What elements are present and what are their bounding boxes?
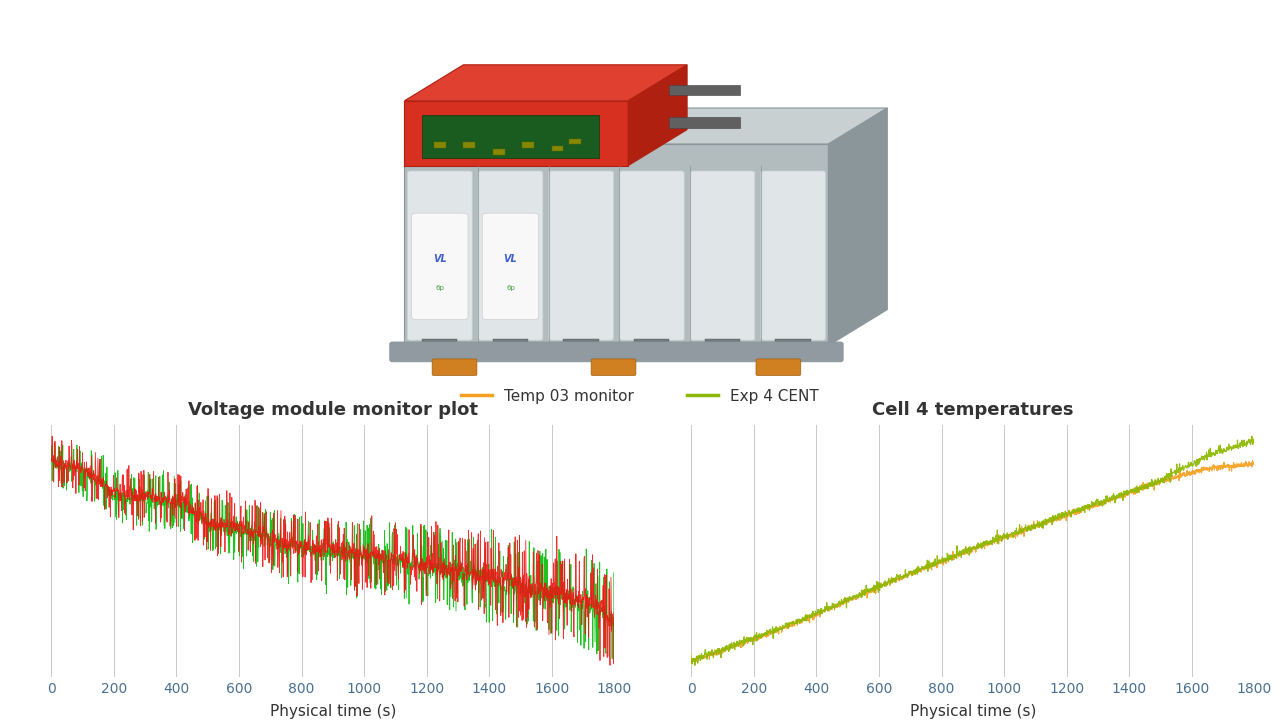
FancyBboxPatch shape (412, 213, 468, 320)
Text: 6p: 6p (435, 285, 444, 291)
FancyBboxPatch shape (634, 339, 669, 346)
FancyBboxPatch shape (669, 85, 740, 96)
Text: VL: VL (503, 254, 517, 264)
FancyBboxPatch shape (433, 359, 477, 376)
FancyBboxPatch shape (493, 339, 529, 346)
FancyBboxPatch shape (690, 171, 755, 341)
Bar (570, 138, 581, 144)
FancyBboxPatch shape (760, 171, 826, 341)
Bar (552, 145, 563, 151)
X-axis label: Physical time (s): Physical time (s) (910, 704, 1036, 719)
Title: Cell 4 temperatures: Cell 4 temperatures (872, 401, 1074, 419)
FancyBboxPatch shape (422, 115, 599, 158)
Polygon shape (404, 144, 828, 346)
Bar (522, 143, 534, 148)
FancyBboxPatch shape (705, 339, 740, 346)
Bar (463, 143, 475, 148)
Polygon shape (404, 108, 887, 144)
Title: Voltage module monitor plot: Voltage module monitor plot (188, 401, 477, 419)
FancyBboxPatch shape (549, 171, 613, 341)
Text: 6p: 6p (506, 285, 515, 291)
Legend: Temp 03 monitor, Exp 4 CENT: Temp 03 monitor, Exp 4 CENT (456, 382, 824, 410)
FancyBboxPatch shape (407, 171, 472, 341)
Bar (434, 143, 445, 148)
Polygon shape (404, 101, 628, 166)
FancyBboxPatch shape (591, 359, 636, 376)
FancyBboxPatch shape (776, 339, 810, 346)
FancyBboxPatch shape (620, 171, 684, 341)
FancyBboxPatch shape (389, 342, 844, 361)
Polygon shape (828, 108, 887, 346)
X-axis label: Physical time (s): Physical time (s) (270, 704, 396, 719)
FancyBboxPatch shape (483, 213, 539, 320)
Polygon shape (628, 65, 687, 166)
FancyBboxPatch shape (756, 359, 801, 376)
Text: VL: VL (433, 254, 447, 264)
Bar (493, 150, 504, 155)
FancyBboxPatch shape (479, 171, 543, 341)
FancyBboxPatch shape (563, 339, 599, 346)
FancyBboxPatch shape (422, 339, 457, 346)
FancyBboxPatch shape (669, 117, 740, 128)
Polygon shape (404, 65, 687, 101)
